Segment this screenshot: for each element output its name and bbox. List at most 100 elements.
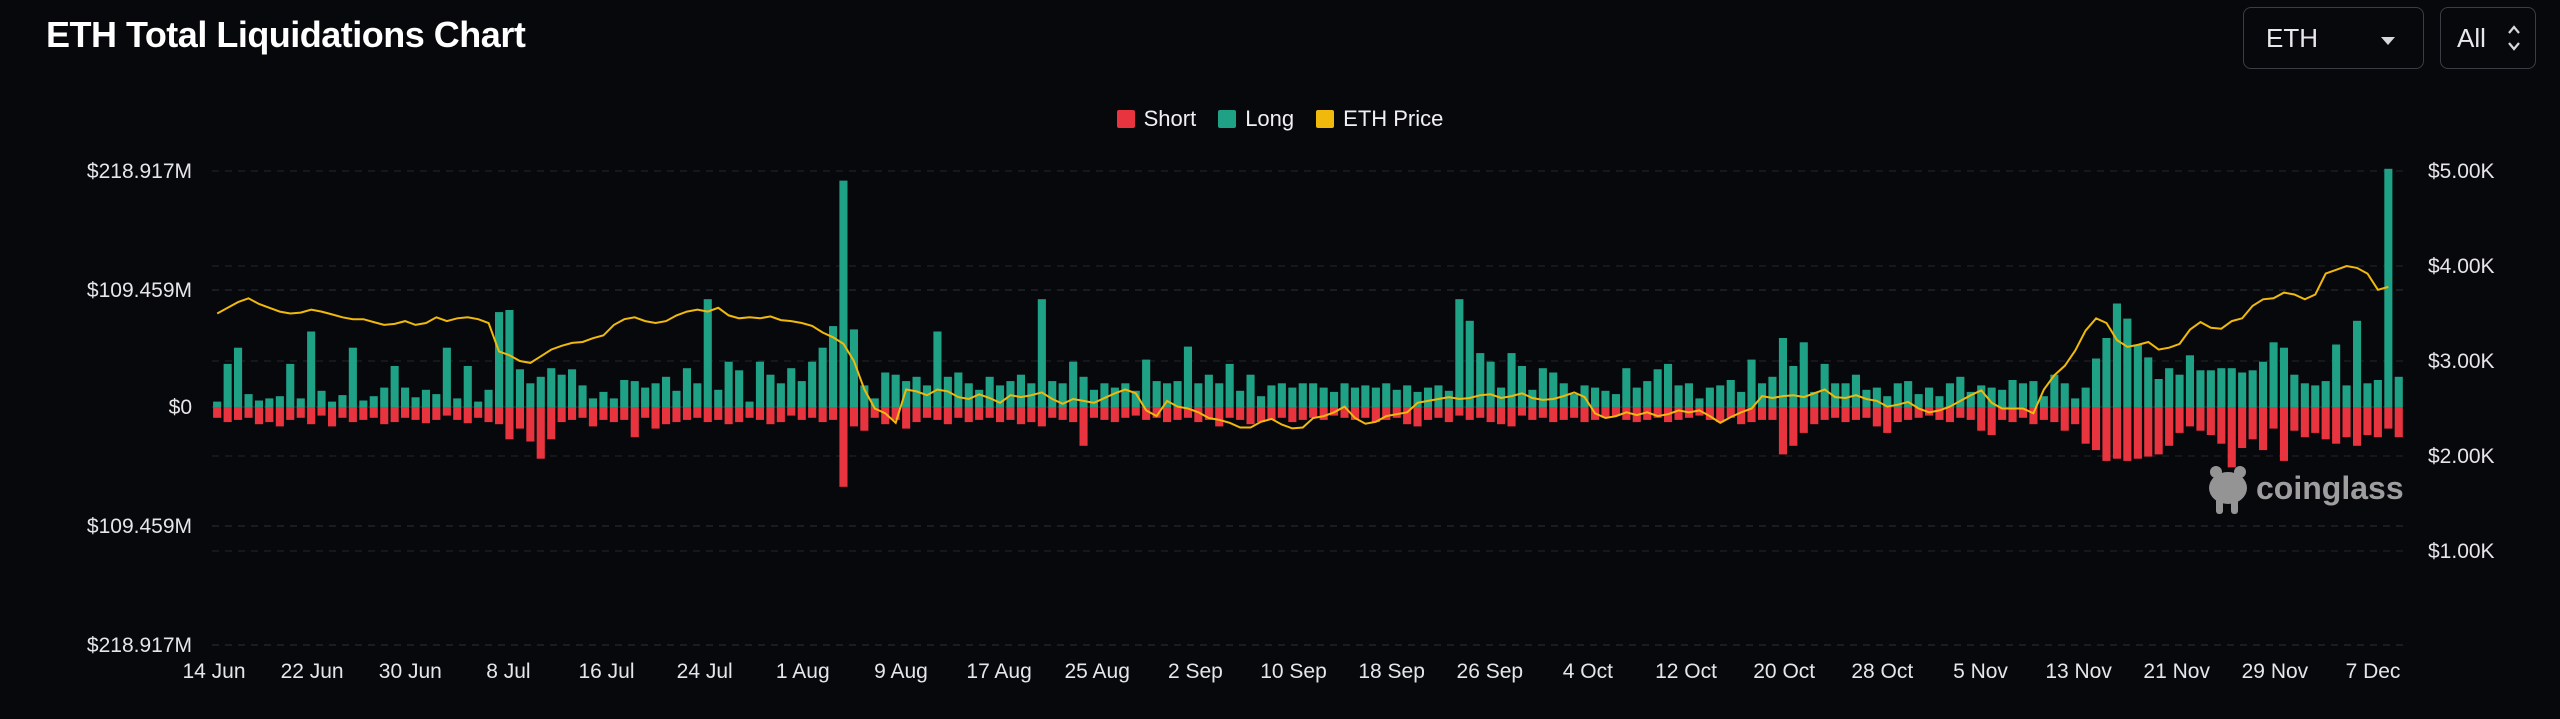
bar-long (1267, 385, 1276, 407)
bar-long (515, 369, 524, 407)
bar-long (1236, 390, 1245, 407)
bar-long (1831, 383, 1840, 407)
bar-short (1444, 407, 1453, 423)
bar-long (2123, 318, 2132, 407)
bar-short (1799, 407, 1808, 433)
bar-short (1236, 407, 1245, 420)
bar-long (985, 376, 994, 407)
bar-short (1215, 407, 1224, 427)
bar-long (1611, 394, 1620, 407)
bar-long (1737, 391, 1746, 407)
bar-long (755, 361, 764, 407)
bar-long (1695, 398, 1704, 407)
bar-short (2039, 407, 2048, 420)
x-tick-label: 28 Oct (1851, 660, 1913, 683)
bar-long (1037, 299, 1046, 407)
bar-long (2300, 383, 2309, 407)
bar-short (1820, 407, 1829, 420)
bar-long (2144, 357, 2153, 407)
bar-long (870, 398, 879, 407)
bar-long (526, 383, 535, 407)
bar-short (2081, 407, 2090, 444)
bar-short (954, 407, 963, 418)
bar-short (1528, 407, 1537, 420)
bar-long (2029, 381, 2038, 407)
bar-long (1424, 387, 1433, 407)
bar-short (1643, 407, 1652, 420)
bar-long (2269, 342, 2278, 407)
bar-long (2248, 370, 2257, 407)
bar-long (1152, 381, 1161, 407)
bar-long (1893, 383, 1902, 407)
bar-long (1131, 390, 1140, 407)
bar-short (641, 407, 650, 418)
x-tick-label: 24 Jul (677, 660, 733, 683)
bar-long (975, 389, 984, 407)
watermark-text: coinglass (2256, 470, 2404, 506)
bar-long (735, 370, 744, 407)
legend-item-short[interactable]: Short (1116, 106, 1196, 132)
bar-long (317, 390, 326, 407)
bar-long (1100, 383, 1109, 407)
range-select[interactable]: All (2440, 7, 2536, 69)
bar-short (1194, 407, 1203, 423)
bar-long (474, 401, 483, 407)
x-axis: 14 Jun 22 Jun 30 Jun 8 Jul 16 Jul 24 Jul 1 Aug… (182, 660, 2400, 683)
bar-short (1841, 407, 1850, 423)
x-tick-label: 5 Nov (1953, 660, 2008, 683)
bar-short (1142, 407, 1151, 420)
bar-long (745, 401, 754, 407)
bar-short (745, 407, 754, 418)
bar-long (1173, 381, 1182, 407)
bar-short (1956, 407, 1965, 418)
bar-long (1069, 361, 1078, 407)
bar-long (421, 389, 430, 407)
bar-long (2290, 374, 2299, 407)
bar-short (223, 407, 232, 423)
bar-long (484, 389, 493, 407)
bar-long (2112, 303, 2121, 407)
bar-short (922, 407, 931, 418)
bar-short (505, 407, 514, 440)
bar-long (996, 385, 1005, 407)
bar-short (766, 407, 775, 425)
y-right-tick-label: $4.00K (2428, 255, 2495, 278)
bar-long (2394, 376, 2403, 407)
bar-short (1914, 407, 1923, 418)
bar-short (369, 407, 378, 418)
page-title: ETH Total Liquidations Chart (46, 14, 526, 55)
x-tick-label: 7 Dec (2346, 660, 2401, 683)
bar-short (2133, 407, 2142, 459)
legend-item-long[interactable]: Long (1218, 106, 1294, 132)
bar-long (1632, 387, 1641, 407)
legend-item-eth-price[interactable]: ETH Price (1316, 106, 1443, 132)
bar-long (2206, 370, 2215, 407)
bar-long (359, 400, 368, 407)
bar-long (2217, 368, 2226, 407)
bar-long (1016, 374, 1025, 407)
bar-short (2112, 407, 2121, 459)
bar-long (860, 385, 869, 407)
bar-long (1643, 381, 1652, 407)
bar-short (1737, 407, 1746, 425)
bar-long (1392, 389, 1401, 407)
asset-select[interactable]: ETH (2243, 7, 2424, 69)
bar-short (1497, 407, 1506, 425)
x-tick-label: 12 Oct (1655, 660, 1717, 683)
bar-long (265, 398, 274, 407)
bar-short (808, 407, 817, 418)
bar-short (1267, 407, 1276, 420)
bar-long (933, 331, 942, 407)
bar-long (902, 381, 911, 407)
bar-short (1225, 407, 1234, 418)
bar-long (2185, 355, 2194, 407)
bar-long (1768, 376, 1777, 407)
x-tick-label: 1 Aug (776, 660, 830, 683)
bar-long (390, 366, 399, 407)
bar-long (234, 347, 243, 407)
bar-short (1831, 407, 1840, 418)
bar-long (620, 380, 629, 407)
bar-short (2227, 407, 2236, 468)
bar-long (2008, 380, 2017, 407)
bar-short (2269, 407, 2278, 429)
